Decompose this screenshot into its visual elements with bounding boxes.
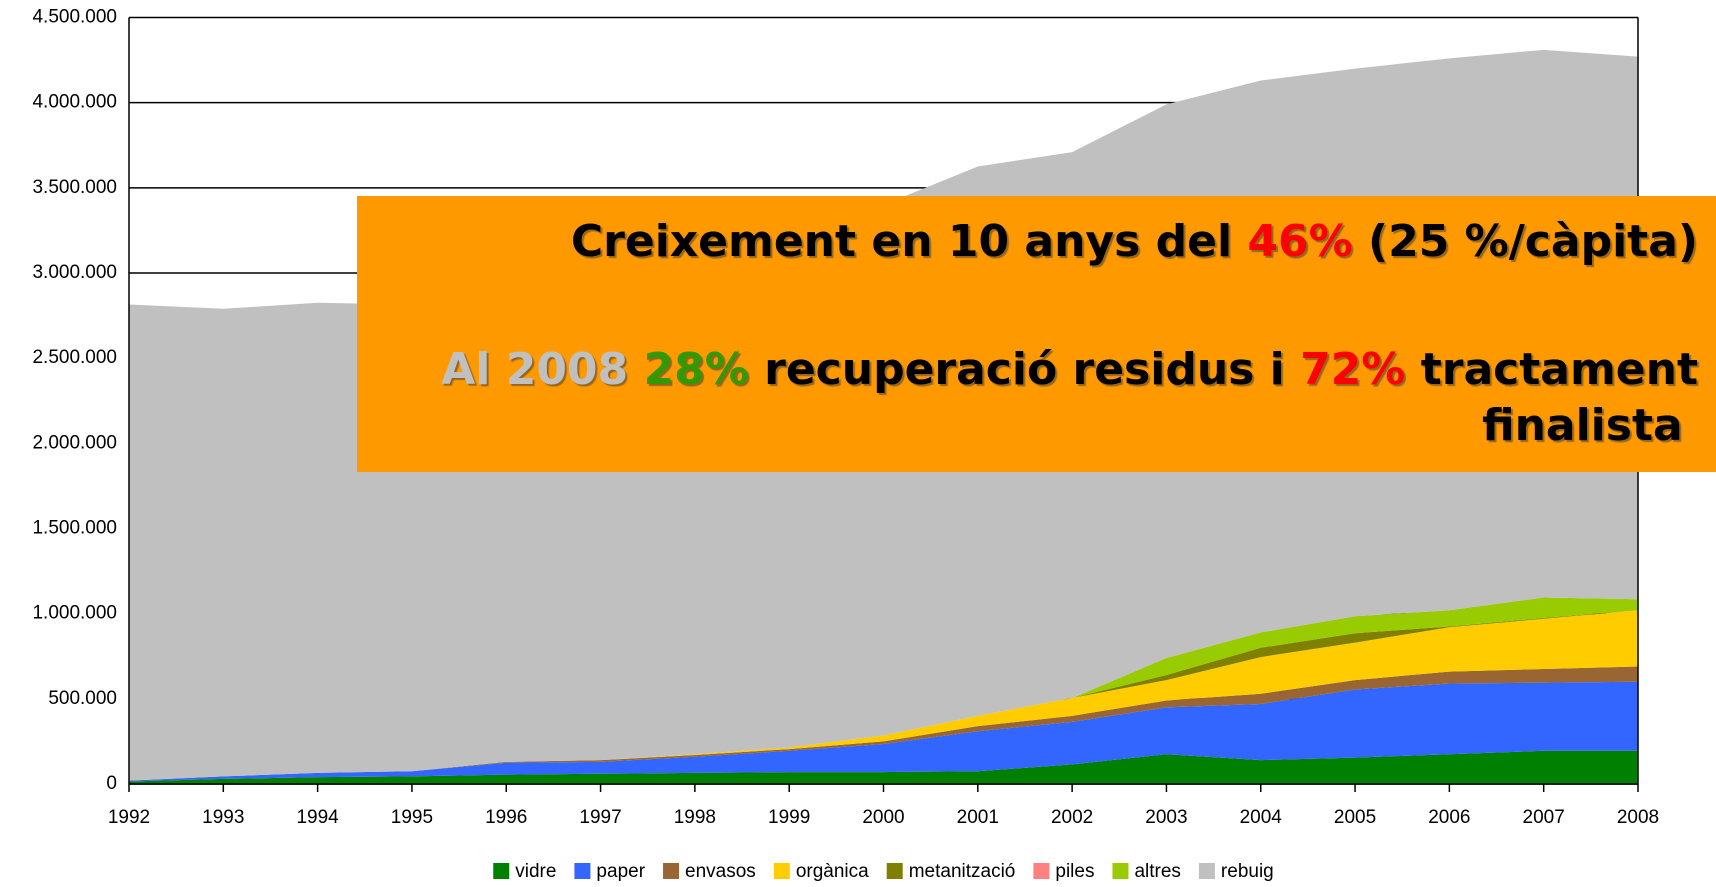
annotation-text: 72% bbox=[1300, 344, 1406, 395]
x-tick-label: 2007 bbox=[1523, 807, 1565, 828]
annotation-text: (25 %/càpita) bbox=[1352, 216, 1698, 267]
legend-swatch bbox=[574, 863, 591, 879]
annotation-text: Al 2008 bbox=[441, 344, 644, 395]
y-tick-label: 3.500.000 bbox=[32, 177, 117, 198]
x-tick-label: 1994 bbox=[296, 807, 339, 828]
area bbox=[129, 610, 1638, 781]
y-tick-label: 4.000.000 bbox=[32, 92, 117, 113]
x-tick-label: 1995 bbox=[391, 807, 433, 828]
x-tick-label: 2005 bbox=[1334, 807, 1376, 828]
x-tick-label: 2000 bbox=[862, 807, 904, 828]
x-tick-label: 2004 bbox=[1240, 807, 1283, 828]
y-tick-label: 500.000 bbox=[48, 688, 117, 709]
area bbox=[129, 666, 1638, 781]
area bbox=[129, 610, 1638, 781]
annotation-text: 46% bbox=[1247, 216, 1353, 267]
y-tick-label: 0 bbox=[106, 773, 117, 794]
legend-label: metanització bbox=[909, 861, 1016, 882]
legend-swatch bbox=[773, 863, 790, 879]
legend-swatch bbox=[663, 863, 680, 879]
y-tick-label: 4.500.000 bbox=[32, 7, 117, 28]
area bbox=[129, 597, 1638, 781]
y-tick-label: 3.000.000 bbox=[32, 262, 117, 283]
legend-label: orgànica bbox=[796, 861, 869, 882]
x-tick-label: 2002 bbox=[1051, 807, 1093, 828]
x-tick-label: 1993 bbox=[202, 807, 244, 828]
annotation-text: 28% bbox=[643, 344, 749, 395]
x-tick-label: 1998 bbox=[674, 807, 716, 828]
legend-swatch bbox=[493, 863, 510, 879]
x-tick-label: 1997 bbox=[579, 807, 621, 828]
annotation-text: finalista bbox=[1481, 400, 1698, 451]
legend-label: vidre bbox=[515, 861, 556, 882]
legend: vidre paper envasos orgànica metanització pil… bbox=[493, 861, 1274, 882]
legend-label: altres bbox=[1134, 861, 1180, 882]
annotation-text: recuperació residus i bbox=[748, 344, 1301, 395]
legend-label: rebuig bbox=[1221, 861, 1274, 882]
y-tick-label: 1.500.000 bbox=[32, 518, 117, 539]
legend-swatch bbox=[1112, 863, 1129, 879]
x-tick-label: 2008 bbox=[1617, 807, 1659, 828]
y-tick-label: 2.000.000 bbox=[32, 432, 117, 453]
area bbox=[129, 681, 1638, 782]
annotation-line: Creixement en 10 anys del 46% (25 %/càpi… bbox=[357, 210, 1698, 274]
legend-label: envasos bbox=[685, 861, 756, 882]
y-tick-label: 2.500.000 bbox=[32, 347, 117, 368]
annotation-text: Creixement en 10 anys del bbox=[570, 216, 1248, 267]
x-tick-label: 2003 bbox=[1145, 807, 1187, 828]
annotation-text: tractament bbox=[1405, 344, 1698, 395]
legend-label: paper bbox=[596, 861, 645, 882]
legend-swatch bbox=[1198, 863, 1215, 879]
x-tick-label: 1996 bbox=[485, 807, 527, 828]
area bbox=[129, 750, 1638, 784]
x-tick-label: 2001 bbox=[957, 807, 999, 828]
legend-swatch bbox=[886, 863, 903, 879]
x-tick-label: 1992 bbox=[108, 807, 150, 828]
annotation-line: Al 2008 28% recuperació residus i 72% tr… bbox=[357, 338, 1698, 402]
x-tick-label: 1999 bbox=[768, 807, 810, 828]
legend-label: piles bbox=[1055, 861, 1094, 882]
annotation-line: finalista bbox=[357, 394, 1698, 458]
y-tick-label: 1.000.000 bbox=[32, 603, 117, 624]
legend-swatch bbox=[1033, 863, 1050, 879]
x-tick-label: 2006 bbox=[1428, 807, 1470, 828]
annotation-box: Creixement en 10 anys del 46% (25 %/càpi… bbox=[357, 196, 1716, 472]
